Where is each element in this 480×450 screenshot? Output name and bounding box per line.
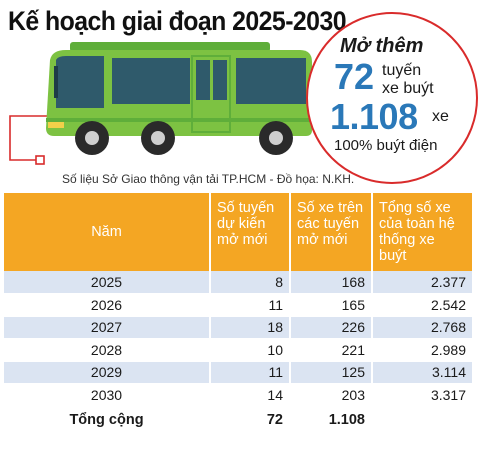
cell-year: 2030 bbox=[4, 383, 211, 407]
routes-unit-line2: xe buýt bbox=[382, 80, 434, 97]
table-row: 2029 11 125 3.114 bbox=[4, 361, 472, 384]
table-row: 2027 18 226 2.768 bbox=[4, 316, 472, 339]
cell-buses-new-routes: 221 bbox=[290, 338, 373, 362]
cell-year: 2027 bbox=[4, 316, 211, 339]
cell-total-buses: 3.114 bbox=[372, 361, 472, 384]
cell-total-buses: 2.989 bbox=[372, 338, 472, 362]
routes-value: 72 bbox=[334, 56, 375, 97]
routes-unit-line1: tuyến bbox=[382, 62, 422, 79]
bus-plan-table: Năm Số tuyến dự kiến mở mới Số xe trên c… bbox=[4, 193, 472, 435]
cell-buses-new-routes: 165 bbox=[290, 293, 373, 317]
buses-unit: xe bbox=[432, 108, 449, 125]
cell-total-buses: 3.317 bbox=[372, 383, 472, 407]
table-row: 2030 14 203 3.317 bbox=[4, 383, 472, 407]
page-title: Kế hoạch giai đoạn 2025-2030 bbox=[8, 6, 347, 36]
cell-buses-new-routes: 168 bbox=[290, 271, 373, 294]
cell-buses-new-routes: 203 bbox=[290, 383, 373, 407]
buses-value: 1.108 bbox=[330, 96, 418, 137]
electric-bus-icon bbox=[9, 42, 319, 165]
cell-year: 2029 bbox=[4, 361, 211, 384]
source-credit: Số liệu Sở Giao thông vận tải TP.HCM - Đ… bbox=[62, 172, 355, 186]
cell-new-routes: 11 bbox=[210, 293, 291, 317]
cell-total-buses: 2.377 bbox=[372, 271, 472, 294]
cell-buses-new-routes: 125 bbox=[290, 361, 373, 384]
cell-new-routes: 11 bbox=[210, 361, 291, 384]
cell-new-routes: 18 bbox=[210, 316, 291, 339]
table-row: 2025 8 168 2.377 bbox=[4, 271, 472, 294]
cell-total-buses: 2.768 bbox=[372, 316, 472, 339]
table-total-row: Tổng cộng 72 1.108 bbox=[4, 406, 472, 435]
col-header-year: Năm bbox=[4, 193, 211, 271]
total-total-buses bbox=[372, 406, 472, 435]
table-row: 2028 10 221 2.989 bbox=[4, 338, 472, 362]
cell-year: 2025 bbox=[4, 271, 211, 294]
total-new-routes: 72 bbox=[210, 406, 291, 435]
col-header-total-buses: Tổng số xe của toàn hệ thống xe buýt bbox=[372, 193, 472, 271]
highlight-heading: Mở thêm bbox=[340, 35, 424, 57]
total-buses-new-routes: 1.108 bbox=[290, 406, 373, 435]
cell-year: 2026 bbox=[4, 293, 211, 317]
col-header-buses-new-routes: Số xe trên các tuyến mở mới bbox=[290, 193, 373, 271]
cell-new-routes: 14 bbox=[210, 383, 291, 407]
cell-buses-new-routes: 226 bbox=[290, 316, 373, 339]
col-header-new-routes: Số tuyến dự kiến mở mới bbox=[210, 193, 291, 271]
cell-new-routes: 8 bbox=[210, 271, 291, 294]
table-header-row: Năm Số tuyến dự kiến mở mới Số xe trên c… bbox=[4, 193, 472, 271]
cell-total-buses: 2.542 bbox=[372, 293, 472, 317]
cell-new-routes: 10 bbox=[210, 338, 291, 362]
electric-note: 100% buýt điện bbox=[334, 137, 438, 154]
table-row: 2026 11 165 2.542 bbox=[4, 293, 472, 317]
highlight-circle bbox=[306, 12, 478, 184]
cell-year: 2028 bbox=[4, 338, 211, 362]
total-label: Tổng cộng bbox=[4, 406, 211, 435]
